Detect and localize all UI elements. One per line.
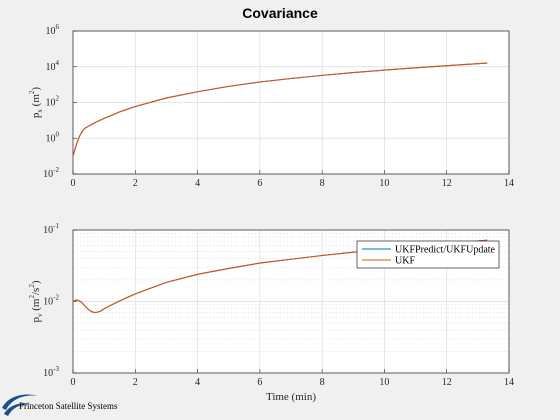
y-axis-label: px (m2)	[28, 87, 44, 118]
y-tick-base: 10	[46, 98, 56, 109]
y-tick-exponent: 6	[56, 23, 60, 31]
y-tick-base: 10	[43, 297, 53, 308]
x-tick-label: 0	[71, 178, 76, 189]
x-tick-label: 10	[379, 178, 389, 189]
x-tick-label: 6	[257, 377, 262, 388]
y-axis-label: pv (m2/s2)	[28, 280, 44, 322]
y-tick-label: 10-2	[43, 166, 59, 180]
company-logo: Princeton Satellite Systems	[2, 395, 118, 417]
y-tick-label: 10-3	[43, 365, 59, 379]
x-tick-label: 6	[257, 178, 262, 189]
y-tick-base: 10	[43, 169, 53, 180]
y-tick-label: 10-1	[43, 222, 59, 236]
y-tick-exponent: 0	[56, 130, 60, 138]
x-tick-label: 8	[320, 377, 325, 388]
y-tick-base: 10	[46, 133, 56, 144]
x-tick-label: 0	[71, 377, 76, 388]
figure-title: Covariance	[242, 5, 318, 21]
y-tick-exponent: 4	[56, 59, 60, 67]
y-axis-label-unit-close: )	[30, 87, 42, 91]
y-tick-base: 10	[43, 225, 53, 236]
x-tick-label: 4	[195, 178, 200, 189]
y-tick-label: 104	[46, 59, 60, 73]
y-tick-exponent: -1	[53, 222, 59, 230]
y-tick-exponent: -2	[53, 294, 59, 302]
y-tick-label: 10-2	[43, 294, 59, 308]
x-tick-label: 14	[504, 178, 514, 189]
y-tick-exponent: -2	[53, 166, 59, 174]
legend-entry-0: UKFPredict/UKFUpdate	[395, 245, 496, 256]
logo-text: Princeton Satellite Systems	[19, 401, 118, 411]
x-tick-label: 2	[133, 377, 138, 388]
y-axis-label-unit: (m	[30, 94, 42, 109]
x-axis-label: Time (min)	[266, 391, 316, 403]
y-axis-label-unit-close: )	[30, 280, 42, 284]
y-tick-exponent: 2	[56, 95, 60, 103]
y-tick-exponent: -3	[53, 365, 59, 373]
y-axis-label-unit-mid: /s	[30, 288, 42, 295]
x-tick-label: 10	[379, 377, 389, 388]
y-tick-base: 10	[43, 368, 53, 379]
x-tick-label: 12	[442, 178, 452, 189]
x-tick-label: 14	[504, 377, 514, 388]
x-tick-label: 8	[320, 178, 325, 189]
x-tick-label: 2	[133, 178, 138, 189]
y-tick-label: 106	[46, 23, 60, 37]
y-tick-base: 10	[46, 26, 56, 37]
y-tick-label: 102	[46, 95, 60, 109]
x-tick-label: 12	[442, 377, 452, 388]
x-tick-label: 4	[195, 377, 200, 388]
y-axis-label-unit: (m	[30, 298, 42, 313]
legend-entry-1: UKF	[395, 256, 415, 267]
y-tick-label: 100	[46, 130, 60, 144]
y-tick-base: 10	[46, 62, 56, 73]
